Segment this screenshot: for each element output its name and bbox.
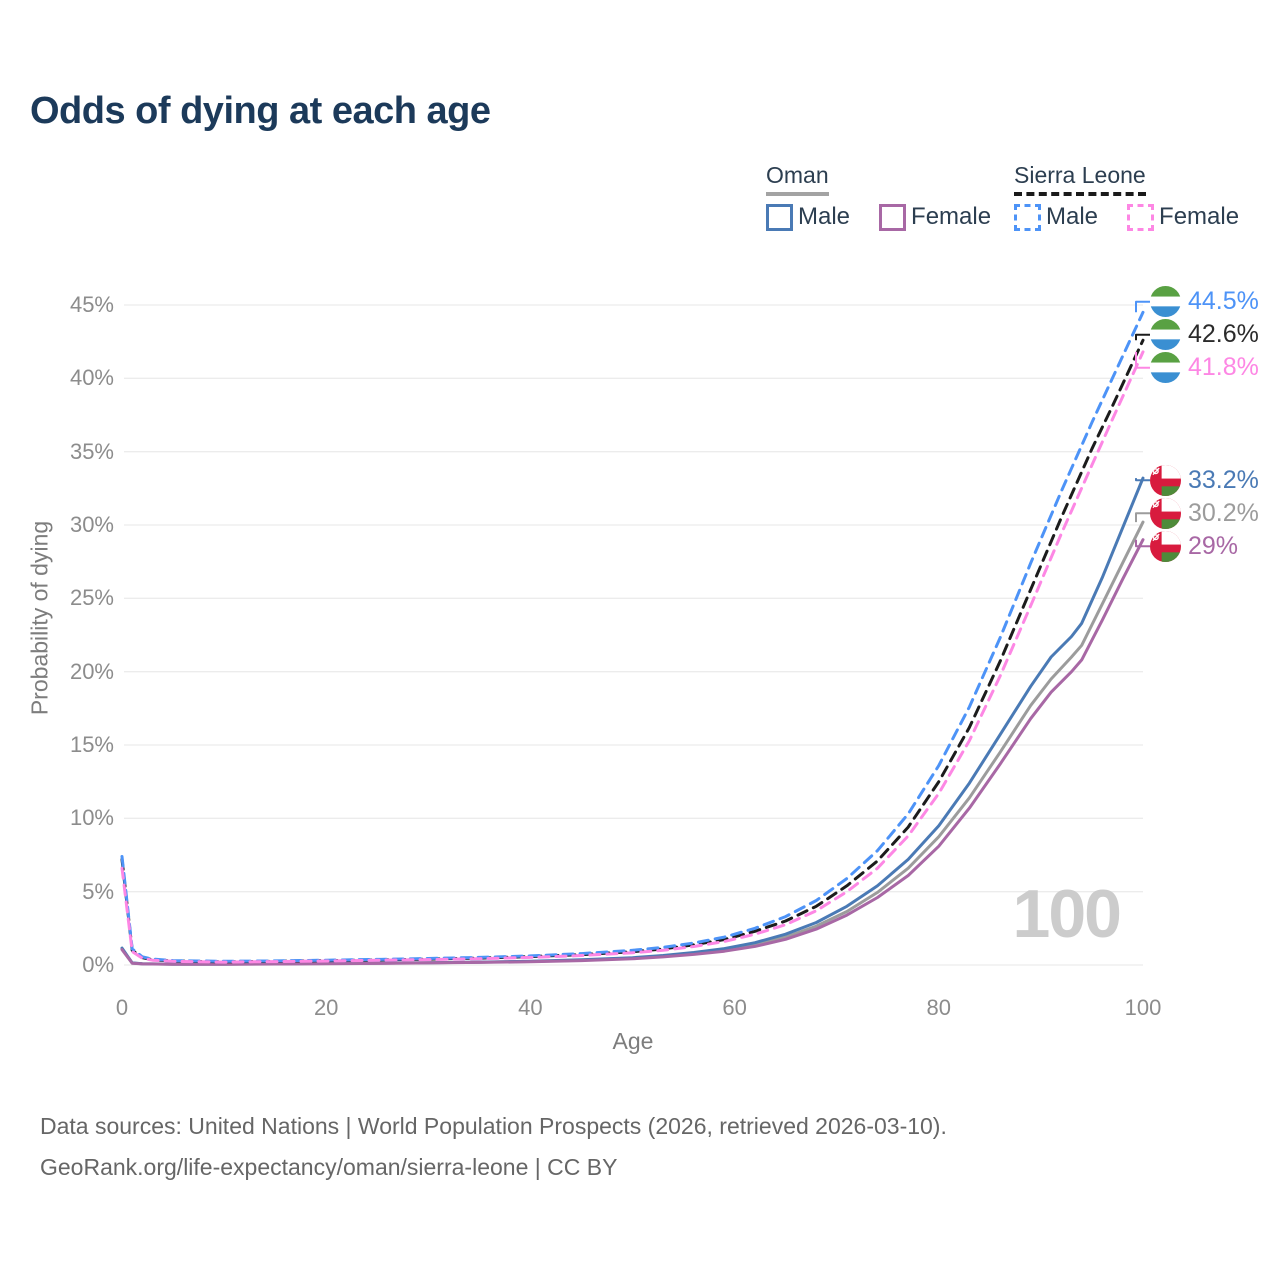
y-tick-label: 40% xyxy=(69,365,114,391)
x-tick-label: 20 xyxy=(313,995,339,1020)
end-label-connector xyxy=(1135,478,1150,482)
end-label-connector xyxy=(1135,333,1150,341)
y-tick-label: 25% xyxy=(69,585,114,611)
series-line-oman-female xyxy=(120,538,1145,966)
legend-label: Female xyxy=(911,203,992,230)
legend-items-oman: Male Female xyxy=(766,203,991,231)
legend-item-sierra-leone-female[interactable]: Female xyxy=(1127,203,1239,231)
legend-checkbox-male[interactable] xyxy=(766,203,793,231)
x-tick-label: 100 xyxy=(1124,995,1162,1020)
x-tick-label: 0 xyxy=(115,995,129,1020)
footer-data-sources: Data sources: United Nations | World Pop… xyxy=(40,1113,947,1139)
end-label-oman-female: 29% xyxy=(1150,530,1238,563)
end-label-oman: 30.2% xyxy=(1150,497,1259,530)
sierra-leone-flag-icon xyxy=(1150,319,1181,351)
end-label-sierra-leone: 42.6% xyxy=(1150,318,1259,351)
legend-title-sierra-leone: Sierra Leone xyxy=(1014,162,1146,196)
y-tick-label: 10% xyxy=(69,805,114,831)
end-label-connector xyxy=(1135,300,1150,313)
series-line-sierra-leone-male xyxy=(120,310,1145,963)
y-tick-label: 0% xyxy=(82,952,114,977)
legend-title-oman: Oman xyxy=(766,162,829,196)
sierra-leone-flag-icon xyxy=(1150,286,1181,318)
legend-label: Male xyxy=(798,203,851,230)
footer-attribution: GeoRank.org/life-expectancy/oman/sierra-… xyxy=(40,1154,618,1180)
legend-checkbox-female[interactable] xyxy=(1127,203,1155,231)
y-tick-label: 5% xyxy=(82,878,114,904)
end-label-connector xyxy=(1135,512,1150,523)
legend-item-sierra-leone-male[interactable]: Male xyxy=(1014,203,1098,231)
y-tick-label: 15% xyxy=(69,732,114,757)
oman-flag-icon xyxy=(1150,497,1181,529)
footer: Data sources: United Nations | World Pop… xyxy=(40,1106,947,1188)
end-label-value: 44.5% xyxy=(1188,287,1259,316)
y-tick-label: 20% xyxy=(69,658,114,684)
series-line-sierra-leone-female xyxy=(120,350,1145,964)
x-tick-label: 80 xyxy=(926,995,952,1020)
end-label-sierra-leone-female: 41.8% xyxy=(1150,351,1259,384)
y-axis-title: Probability of dying xyxy=(26,520,53,716)
legend-group-sierra-leone: Sierra Leone Male Female xyxy=(1014,162,1239,231)
x-tick-label: 60 xyxy=(722,995,747,1020)
oman-flag-icon xyxy=(1150,530,1181,562)
legend-label: Female xyxy=(1159,203,1240,230)
legend-item-oman-female[interactable]: Female xyxy=(879,203,991,231)
end-label-connector xyxy=(1135,539,1150,548)
series-line-sierra-leone xyxy=(120,338,1145,964)
y-tick-label: 35% xyxy=(69,438,114,464)
legend-checkbox-male[interactable] xyxy=(1014,203,1041,231)
x-tick-label: 40 xyxy=(518,995,543,1020)
legend-group-oman: Oman Male Female xyxy=(766,162,991,231)
end-label-value: 30.2% xyxy=(1188,498,1259,527)
legend-items-sierra-leone: Male Female xyxy=(1014,203,1239,231)
end-label-value: 29% xyxy=(1188,531,1239,560)
legend-item-oman-male[interactable]: Male xyxy=(766,203,850,231)
end-label-value: 41.8% xyxy=(1188,353,1259,382)
end-label-value: 42.6% xyxy=(1188,320,1259,349)
legend-label: Male xyxy=(1046,203,1099,230)
legend-checkbox-female[interactable] xyxy=(879,203,907,231)
y-tick-label: 30% xyxy=(69,512,114,537)
end-label-oman-male: 33.2% xyxy=(1150,464,1259,497)
sierra-leone-flag-icon xyxy=(1150,352,1181,384)
watermark-age-100: 100 xyxy=(1012,876,1122,952)
oman-flag-icon xyxy=(1150,464,1181,496)
end-label-value: 33.2% xyxy=(1188,465,1259,494)
x-axis-title: Age xyxy=(612,1028,654,1054)
end-label-sierra-leone-male: 44.5% xyxy=(1150,285,1259,318)
y-tick-label: 45% xyxy=(69,292,114,317)
page-title: Odds of dying at each age xyxy=(30,90,491,132)
end-label-connector xyxy=(1135,351,1150,369)
